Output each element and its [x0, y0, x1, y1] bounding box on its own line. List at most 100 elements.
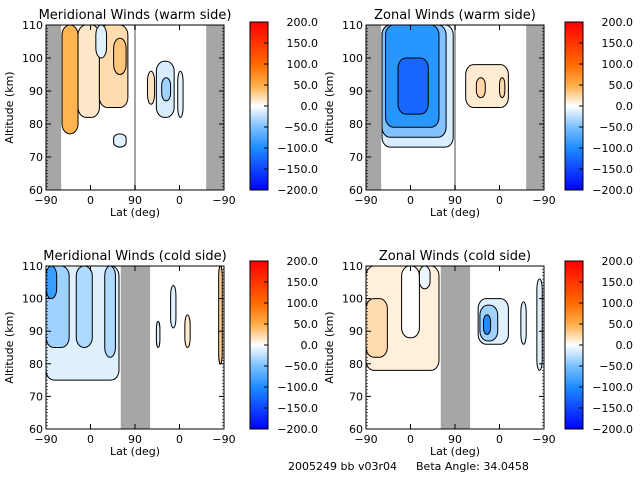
contour-region	[161, 77, 172, 102]
contour-region	[520, 301, 527, 345]
colorbar-tick-label: 100.0	[287, 58, 319, 71]
x-axis-label: Lat (deg)	[110, 206, 160, 219]
x-tick-label: −90	[532, 194, 555, 207]
y-tick-label: 110	[342, 19, 363, 32]
colorbar-tick-label: 200.0	[602, 255, 634, 268]
x-tick-label: 0	[176, 433, 183, 446]
y-tick-label: 90	[29, 325, 43, 338]
x-tick-label: 0	[87, 194, 94, 207]
y-tick-label: 60	[349, 184, 363, 197]
data-gap	[366, 25, 382, 190]
y-tick-label: 100	[22, 52, 43, 65]
contour-region	[536, 278, 543, 371]
y-axis-label: Altitude (km)	[323, 311, 336, 383]
y-tick-label: 110	[22, 19, 43, 32]
y-tick-label: 80	[349, 358, 363, 371]
contour-region	[401, 266, 420, 339]
colorbar-tick-label: 200.0	[287, 16, 319, 29]
x-tick-label: −90	[34, 433, 57, 446]
y-tick-label: 70	[29, 390, 43, 403]
x-tick-label: −90	[532, 433, 555, 446]
x-tick-label: 90	[448, 433, 462, 446]
colorbar-tick-label: −150.0	[277, 402, 318, 415]
colorbar-tick-label: −100.0	[592, 381, 633, 394]
x-tick-label: 0	[87, 433, 94, 446]
y-tick-label: 80	[29, 118, 43, 131]
colorbar-tick-label: 0.0	[301, 100, 319, 113]
x-tick-label: −90	[34, 194, 57, 207]
contour-region	[95, 25, 108, 59]
y-axis-label: Altitude (km)	[323, 71, 336, 143]
panel-4: Zonal Winds (cold side) 60 70 80 90 100 110 −90…	[323, 249, 633, 458]
contour-region	[113, 37, 127, 75]
colorbar-tick-label: −150.0	[277, 163, 318, 176]
colorbar-tick-label: −50.0	[599, 360, 633, 373]
colorbar-tick-label: 50.0	[609, 318, 634, 331]
contour-region	[366, 298, 388, 358]
y-tick-label: 110	[342, 260, 363, 273]
colorbar-tick-label: 50.0	[609, 79, 634, 92]
y-axis-label: Altitude (km)	[3, 71, 16, 143]
data-gap	[526, 25, 544, 190]
colorbar-tick-label: 150.0	[602, 37, 634, 50]
y-tick-label: 60	[349, 423, 363, 436]
colorbar-tick-label: −50.0	[599, 121, 633, 134]
contour-region	[184, 314, 191, 348]
contour-region	[146, 70, 156, 105]
x-tick-label: 0	[176, 194, 183, 207]
chart-title: Zonal Winds (cold side)	[379, 249, 531, 264]
x-axis-label: Lat (deg)	[430, 445, 480, 458]
x-tick-label: 0	[407, 194, 414, 207]
contour-region	[61, 25, 79, 135]
colorbar-tick-label: −50.0	[284, 360, 318, 373]
colorbar-tick-label: −200.0	[592, 184, 633, 197]
contour-region	[177, 70, 184, 118]
x-tick-label: −90	[212, 194, 235, 207]
x-tick-label: 0	[496, 433, 503, 446]
colorbar-tick-label: 150.0	[602, 276, 634, 289]
y-tick-label: 90	[349, 325, 363, 338]
y-tick-label: 60	[29, 184, 43, 197]
y-tick-label: 90	[349, 85, 363, 98]
contour-group	[46, 25, 224, 190]
x-tick-label: −90	[354, 433, 377, 446]
colorbar-tick-label: 200.0	[602, 16, 634, 29]
x-tick-label: 90	[448, 194, 462, 207]
colorbar-tick-label: −150.0	[592, 402, 633, 415]
contour-group	[366, 266, 543, 429]
contour-region	[46, 266, 58, 300]
y-tick-label: 110	[22, 260, 43, 273]
data-gap	[206, 25, 224, 190]
y-tick-label: 80	[29, 358, 43, 371]
footer-beta: Beta Angle: 34.0458	[416, 460, 529, 473]
y-tick-label: 70	[349, 390, 363, 403]
panel-1: Meridional Winds (warm side) 60 70 80 90 100 1…	[3, 8, 318, 219]
contour-region	[113, 133, 127, 148]
y-tick-label: 70	[29, 151, 43, 164]
data-gap	[440, 266, 471, 429]
panel-3: Meridional Winds (cold side) 60 70 80 90 100 1…	[3, 249, 318, 458]
y-tick-label: 100	[22, 293, 43, 306]
y-tick-label: 100	[342, 52, 363, 65]
contour-region	[218, 266, 223, 365]
colorbar-tick-label: 100.0	[287, 297, 319, 310]
contour-region	[75, 266, 93, 348]
colorbar-tick-label: 200.0	[287, 255, 319, 268]
contour-group	[46, 266, 223, 429]
y-tick-label: 70	[349, 151, 363, 164]
x-tick-label: −90	[212, 433, 235, 446]
x-tick-label: 90	[128, 433, 142, 446]
contour-region	[170, 285, 177, 329]
contour-region	[475, 77, 486, 99]
colorbar-tick-label: 150.0	[287, 276, 319, 289]
contour-region	[397, 57, 429, 115]
chart-title: Meridional Winds (warm side)	[39, 8, 232, 23]
colorbar-tick-label: −200.0	[277, 184, 318, 197]
x-tick-label: 0	[496, 194, 503, 207]
colorbar-tick-label: 0.0	[616, 100, 634, 113]
x-axis-label: Lat (deg)	[110, 445, 160, 458]
footer-id: 2005249 bb v03r04	[288, 460, 397, 473]
colorbar-tick-label: −100.0	[592, 142, 633, 155]
colorbar-tick-label: −200.0	[277, 423, 318, 436]
